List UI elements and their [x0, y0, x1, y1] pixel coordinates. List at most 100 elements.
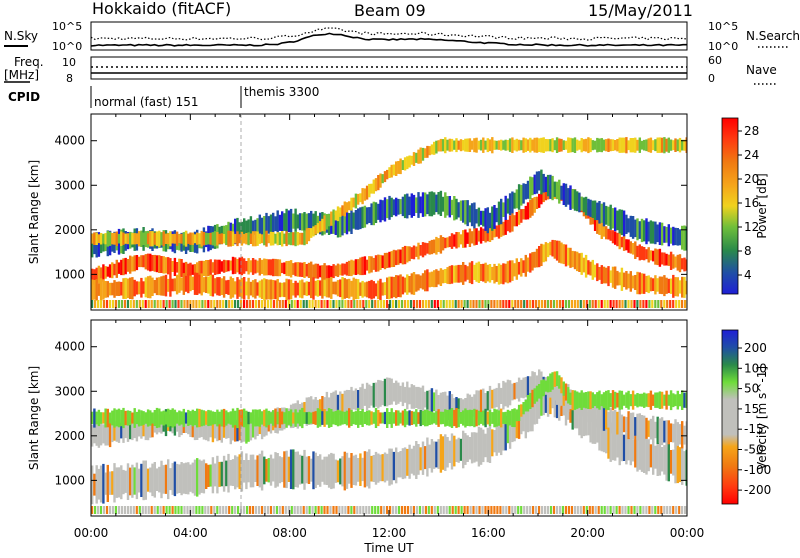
rti-data-cell [508, 300, 511, 308]
rti-data-cell [292, 412, 295, 424]
nave-label: Nave [746, 63, 777, 77]
rti-data-cell [283, 213, 286, 231]
rti-data-cell [115, 421, 118, 442]
rti-data-cell [669, 506, 672, 514]
velocity-colorbar-tick-label: -50 [744, 443, 764, 457]
rti-data-cell [558, 506, 562, 514]
rti-data-cell [182, 273, 185, 295]
rti-data-cell [380, 300, 383, 308]
rti-data-cell [636, 139, 639, 151]
rti-data-cell [573, 300, 576, 308]
rti-data-cell [567, 387, 570, 404]
rti-data-cell [674, 419, 677, 448]
rti-data-cell [636, 413, 639, 440]
freq-tick-top: 10 [62, 56, 76, 69]
rti-data-cell [129, 506, 132, 514]
rti-data-cell [383, 282, 387, 296]
rti-data-cell [464, 408, 467, 428]
rti-data-cell [298, 454, 302, 485]
rti-data-cell [126, 300, 129, 308]
rti-data-cell [344, 506, 347, 514]
rti-data-cell [605, 423, 608, 454]
rti-data-cell [269, 506, 272, 514]
rti-data-cell [131, 464, 134, 498]
rti-data-cell [593, 200, 597, 221]
rti-data-cell [464, 200, 467, 225]
rti-data-cell [204, 300, 207, 308]
rti-data-cell [678, 300, 681, 308]
rti-data-cell [654, 421, 657, 439]
rti-data-cell [493, 205, 496, 229]
rti-data-cell [169, 409, 172, 427]
rti-data-cell [320, 506, 323, 514]
rti-data-cell [622, 434, 626, 461]
nave-tick-bottom: 0 [708, 72, 715, 85]
rti-data-cell [582, 300, 585, 308]
rti-data-cell [99, 267, 103, 281]
rti-data-cell [676, 277, 679, 297]
rti-data-cell [399, 451, 402, 478]
rti-data-cell [450, 199, 454, 216]
rti-data-cell [517, 506, 520, 514]
rti-data-cell [672, 506, 675, 514]
rti-data-cell [598, 267, 601, 280]
rti-data-cell [120, 409, 123, 427]
rti-data-cell [361, 457, 364, 482]
y-tick-label: 4000 [54, 340, 85, 354]
rti-data-cell [685, 392, 687, 409]
rti-data-cell [508, 411, 512, 449]
rti-data-cell [473, 394, 476, 417]
rti-data-cell [505, 300, 508, 308]
rti-data-cell [401, 410, 405, 426]
rti-data-cell [538, 506, 541, 514]
rti-data-cell [335, 506, 338, 514]
rti-data-cell [251, 506, 255, 514]
rti-data-cell [427, 506, 430, 514]
rti-data-cell [589, 199, 592, 217]
rti-data-cell [296, 232, 299, 246]
rti-data-cell [605, 390, 608, 410]
rti-data-cell [131, 277, 134, 300]
rti-data-cell [435, 140, 438, 154]
rti-data-cell [426, 194, 429, 215]
rti-data-cell [562, 140, 565, 150]
rti-data-cell [482, 388, 485, 417]
rti-data-cell [102, 233, 105, 244]
rti-data-cell [164, 464, 168, 494]
rti-data-cell [448, 391, 451, 420]
rti-data-cell [511, 414, 514, 443]
rti-data-cell [122, 258, 125, 276]
rti-data-cell [669, 278, 673, 294]
rti-data-cell [482, 263, 485, 282]
rti-data-cell [652, 394, 655, 406]
rti-data-cell [359, 282, 362, 296]
rti-data-cell [132, 300, 135, 308]
rti-data-cell [517, 377, 521, 402]
rti-data-cell [269, 214, 273, 235]
rti-data-cell [437, 192, 440, 215]
rti-data-cell [191, 264, 194, 275]
rti-data-cell [535, 248, 539, 268]
rti-data-cell [164, 257, 168, 274]
y-tick-label: 1000 [54, 473, 85, 487]
rti-data-cell [383, 506, 386, 514]
rti-data-cell [444, 237, 447, 249]
rti-data-cell [674, 443, 677, 484]
rti-data-cell [629, 138, 632, 153]
rti-data-cell [260, 279, 264, 299]
rti-data-cell [267, 410, 270, 426]
rti-data-cell [296, 300, 299, 308]
rti-data-cell [392, 276, 396, 298]
rti-data-cell [569, 395, 572, 423]
time-axis-label: Time UT [363, 541, 414, 554]
rti-data-cell [356, 506, 359, 514]
rti-data-cell [442, 506, 445, 514]
rti-data-cell [412, 385, 416, 409]
rti-data-cell [553, 240, 556, 259]
rti-data-cell [462, 410, 465, 426]
rti-data-cell [146, 468, 150, 492]
rti-data-cell [669, 450, 673, 474]
rti-data-cell [450, 433, 454, 470]
rti-data-cell [305, 264, 308, 277]
